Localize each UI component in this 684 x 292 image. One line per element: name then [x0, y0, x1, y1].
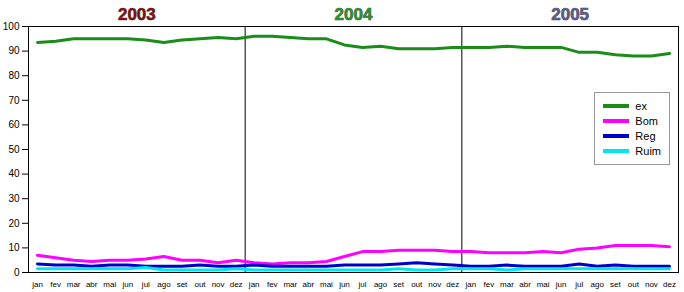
svg-text:out: out	[411, 280, 423, 289]
svg-text:ago: ago	[157, 280, 171, 289]
html-text:Ruim: Ruim	[635, 145, 661, 157]
svg-text:20: 20	[8, 218, 20, 229]
svg-text:dez: dez	[663, 280, 676, 289]
svg-text:jul: jul	[141, 280, 150, 289]
svg-text:abr: abr	[303, 280, 315, 289]
svg-text:nov: nov	[428, 280, 441, 289]
svg-text:jul: jul	[358, 280, 367, 289]
svg-text:10: 10	[8, 242, 20, 253]
svg-text:abr: abr	[86, 280, 98, 289]
svg-text:mar: mar	[500, 280, 514, 289]
html-text:Reg: Reg	[635, 130, 656, 142]
html-text:ex: ex	[635, 100, 647, 112]
svg-text:set: set	[393, 280, 404, 289]
svg-text:jan: jan	[248, 280, 260, 289]
svg-text:40: 40	[8, 168, 20, 179]
svg-text:jul: jul	[574, 280, 583, 289]
html-text:Bom: Bom	[635, 115, 658, 127]
svg-text:80: 80	[8, 70, 20, 81]
svg-text:100: 100	[3, 21, 20, 32]
svg-text:abr: abr	[519, 280, 531, 289]
svg-text:fev: fev	[50, 280, 61, 289]
svg-text:jan: jan	[465, 280, 477, 289]
svg-text:mar: mar	[67, 280, 81, 289]
svg-text:0: 0	[14, 267, 20, 278]
svg-text:out: out	[628, 280, 640, 289]
svg-text:fev: fev	[484, 280, 495, 289]
svg-text:nov: nov	[645, 280, 658, 289]
svg-text:jun: jun	[338, 280, 350, 289]
svg-text:mar: mar	[283, 280, 297, 289]
svg-text:out: out	[194, 280, 206, 289]
svg-text:30: 30	[8, 193, 20, 204]
svg-text:jun: jun	[555, 280, 567, 289]
svg-text:set: set	[610, 280, 621, 289]
svg-text:2005: 2005	[551, 5, 589, 24]
svg-text:dez: dez	[446, 280, 459, 289]
svg-text:fev: fev	[267, 280, 278, 289]
svg-text:set: set	[177, 280, 188, 289]
svg-text:dez: dez	[230, 280, 243, 289]
svg-text:ago: ago	[591, 280, 605, 289]
svg-text:ago: ago	[374, 280, 388, 289]
svg-text:90: 90	[8, 45, 20, 56]
svg-text:70: 70	[8, 95, 20, 106]
svg-text:jun: jun	[121, 280, 133, 289]
svg-text:2003: 2003	[118, 5, 156, 24]
svg-text:50: 50	[8, 144, 20, 155]
svg-text:mai: mai	[537, 280, 550, 289]
svg-text:nov: nov	[212, 280, 225, 289]
svg-text:jan: jan	[31, 280, 43, 289]
svg-text:2004: 2004	[335, 5, 373, 24]
svg-text:60: 60	[8, 119, 20, 130]
svg-text:mai: mai	[320, 280, 333, 289]
svg-text:mai: mai	[103, 280, 116, 289]
